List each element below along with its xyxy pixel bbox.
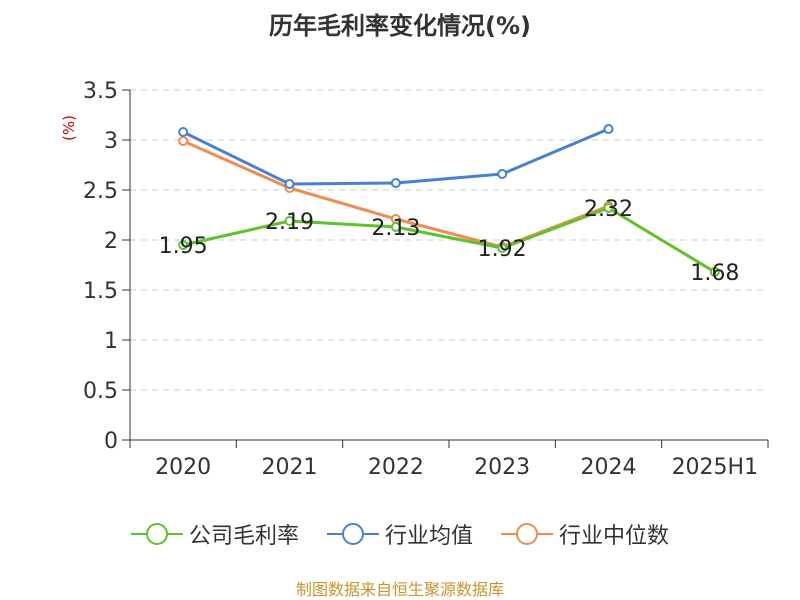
y-tick-label: 2.5 [83, 179, 118, 204]
data-point [178, 127, 189, 137]
x-tick-label: 2020 [155, 455, 211, 480]
y-tick-label: 3.5 [83, 79, 118, 104]
data-point [497, 169, 508, 179]
data-point [603, 124, 614, 134]
data-label: 2.32 [584, 197, 633, 222]
data-label: 2.13 [371, 216, 420, 241]
x-tick-label: 2025H1 [672, 455, 759, 480]
data-point [603, 203, 614, 213]
series-line [182, 206, 716, 274]
data-label: 1.95 [159, 234, 208, 259]
legend-item[interactable]: 行业中位数 [501, 518, 669, 550]
y-tick-label: 1.5 [83, 279, 118, 304]
data-point [178, 240, 189, 250]
x-tick-label: 2024 [581, 455, 637, 480]
data-label: 2.19 [265, 210, 314, 235]
legend-item[interactable]: 公司毛利率 [130, 518, 299, 550]
legend-label: 行业中位数 [559, 524, 670, 549]
data-point [284, 179, 295, 189]
legend-swatch [130, 523, 183, 545]
legend-label: 行业均值 [384, 524, 473, 549]
data-label: 1.92 [478, 237, 527, 262]
data-point [284, 216, 295, 226]
y-tick-label: 3 [104, 129, 118, 154]
legend-label: 公司毛利率 [188, 524, 299, 549]
y-axis-label: (%) [60, 115, 78, 141]
x-tick-label: 2023 [474, 455, 530, 480]
data-point [390, 178, 401, 188]
legend-item[interactable]: 行业均值 [326, 518, 473, 550]
data-label: 1.68 [690, 261, 739, 286]
y-tick-label: 1 [104, 329, 118, 354]
data-point [390, 222, 401, 232]
data-point [178, 136, 189, 146]
x-tick-label: 2022 [368, 455, 424, 480]
data-point [497, 243, 508, 253]
legend-swatch [326, 523, 379, 545]
y-tick-label: 0 [104, 429, 118, 454]
chart-title: 历年毛利率变化情况(%) [269, 12, 531, 40]
x-tick-label: 2021 [262, 455, 318, 480]
data-point [709, 267, 720, 277]
y-tick-label: 0.5 [83, 379, 118, 404]
legend-swatch [501, 523, 553, 545]
y-tick-label: 2 [104, 229, 118, 254]
legend: 公司毛利率 行业均值 行业中位数 [0, 518, 800, 550]
series-line [182, 127, 610, 186]
source-footer: 制图数据来自恒生聚源数据库 [295, 580, 504, 599]
